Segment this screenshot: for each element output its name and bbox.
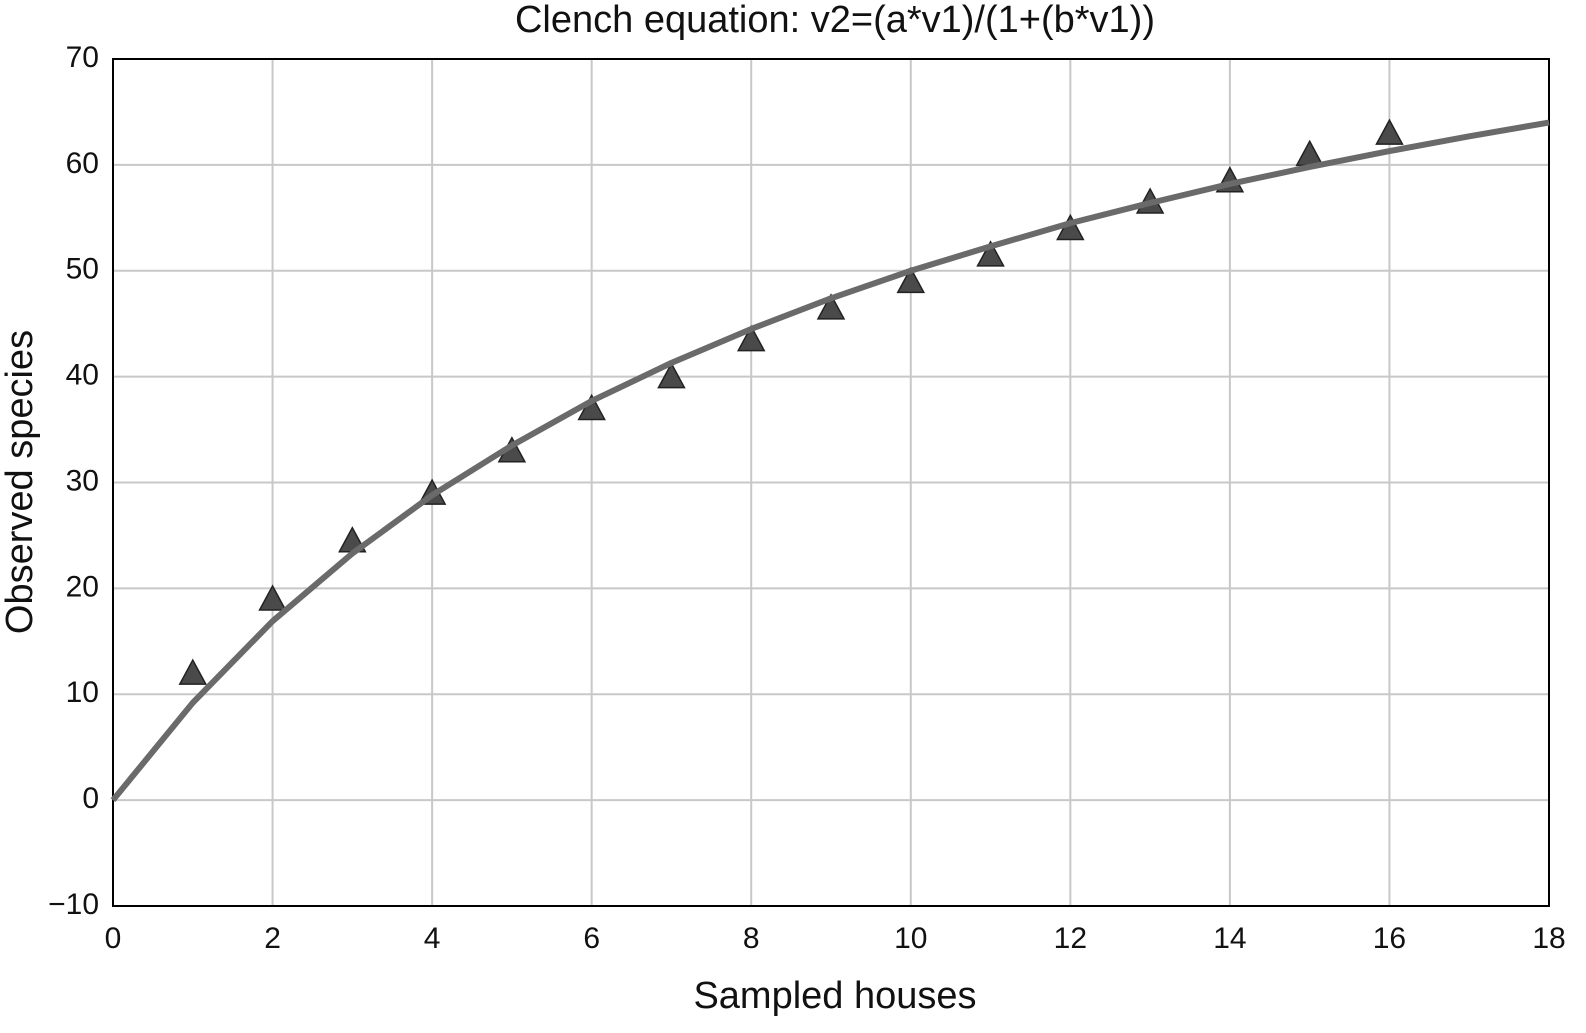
triangle-marker — [976, 240, 1005, 267]
x-axis-label: Sampled houses — [693, 975, 976, 1017]
y-tick-label: 0 — [82, 782, 99, 815]
x-tick-label: 4 — [424, 922, 441, 955]
y-tick-label: 40 — [66, 359, 99, 392]
triangle-marker — [1295, 139, 1324, 167]
fit-line — [110, 119, 1550, 803]
triangle-marker — [178, 658, 208, 685]
x-tick-label: 12 — [1054, 922, 1087, 955]
y-tick-label: 50 — [66, 253, 99, 286]
triangle-marker — [657, 362, 686, 389]
chart-title: Clench equation: v2=(a*v1)/(1+(b*v1)) — [515, 0, 1155, 41]
triangle-marker — [736, 324, 766, 352]
y-tick-label: −10 — [48, 888, 99, 921]
triangle-marker — [1375, 118, 1404, 145]
x-tick-label: 2 — [264, 922, 281, 955]
x-tick-label: 10 — [894, 922, 927, 955]
y-axis-label: Observed species — [0, 330, 41, 634]
x-tick-label: 8 — [743, 922, 760, 955]
x-tick-label: 14 — [1213, 922, 1246, 955]
y-tick-label: 20 — [66, 570, 99, 603]
triangle-marker — [896, 266, 926, 294]
x-tick-label: 16 — [1373, 922, 1406, 955]
y-tick-label: 70 — [66, 41, 99, 74]
triangle-marker — [258, 584, 287, 611]
y-tick-label: 10 — [66, 676, 99, 709]
y-tick-label: 60 — [66, 147, 99, 180]
y-tick-label: 30 — [66, 464, 99, 497]
x-tick-label: 18 — [1532, 922, 1565, 955]
x-tick-label: 0 — [105, 922, 122, 955]
plot-frame — [112, 58, 1550, 907]
triangle-marker — [816, 293, 846, 320]
x-tick-label: 6 — [583, 922, 600, 955]
